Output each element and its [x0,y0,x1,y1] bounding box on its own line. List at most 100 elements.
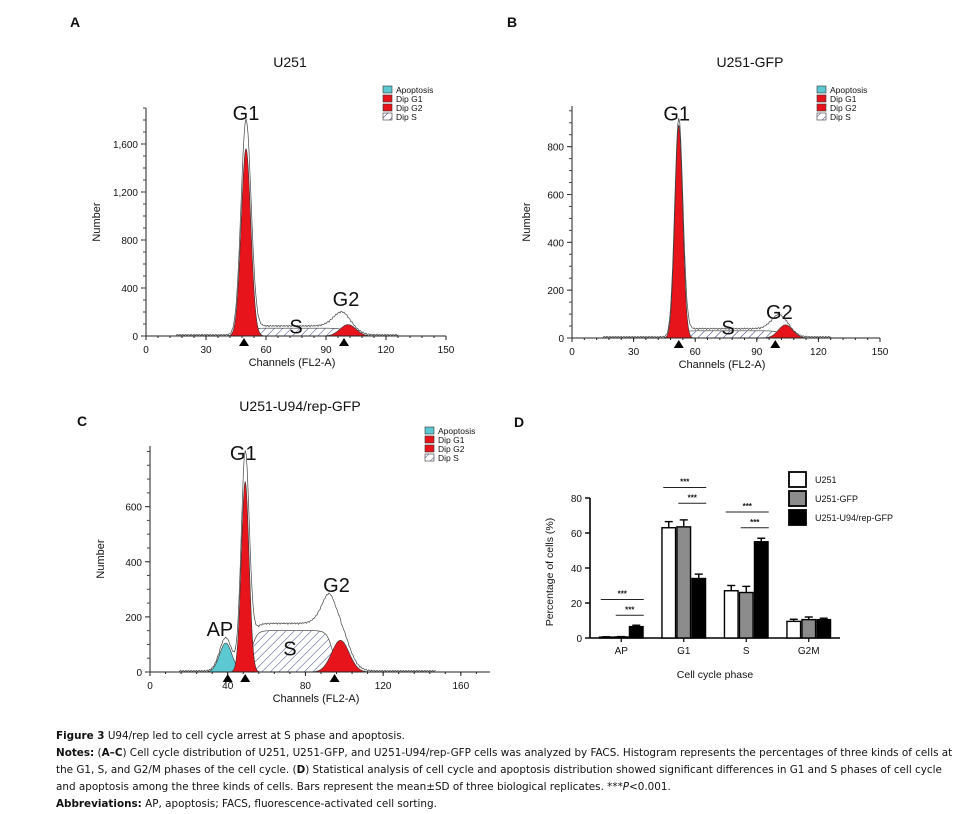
panel-a-letter: A [70,14,81,30]
legend-label: Dip S [438,453,459,463]
notes-text: <0.001. [629,781,671,793]
caption-notes: Notes: (A–C) Cell cycle distribution of … [56,745,956,796]
abbrev-text: AP, apoptosis; FACS, fluorescence-activa… [145,798,437,810]
phase-annotation: G2 [323,575,350,597]
gate-marker-icon [222,674,233,682]
x-tick-label: 0 [143,345,149,356]
x-tick-label: 30 [200,345,212,356]
legend-label: Dip G2 [396,103,423,113]
x-tick-label: S [743,646,750,657]
y-tick-label: 80 [571,494,583,505]
y-tick-label: 400 [547,238,564,249]
y-axis-label: Number [95,539,107,578]
g1-peak [226,148,265,337]
y-axis-label: Number [91,202,103,241]
legend-label: Dip S [830,112,851,122]
legend-swatch [382,94,393,103]
x-tick-label: 80 [300,681,312,692]
notes-p: P [622,781,630,793]
legend-swatch [424,453,435,462]
x-tick-label: 120 [378,345,395,356]
bar [801,618,817,639]
phase-annotation: AP [207,619,234,641]
significance-label: *** [618,590,628,599]
legend-swatch [382,85,393,94]
notes-d: D [296,764,306,776]
legend-label: Apoptosis [830,85,867,95]
figure-label: Figure 3 [56,730,105,742]
bar [738,591,754,639]
x-tick-label: 0 [147,681,153,692]
y-tick-label: 200 [547,286,564,297]
bar [691,577,707,639]
y-tick-label: 600 [547,190,564,201]
x-tick-label: 0 [569,347,575,358]
x-axis-label: Channels (FL2-A) [249,357,336,369]
x-tick-label: AP [615,646,629,657]
phase-annotation: G2 [333,289,360,311]
legend-label: Dip G2 [830,103,857,113]
x-tick-label: 90 [320,345,332,356]
x-tick-label: G1 [677,646,691,657]
gate-marker-icon [339,338,349,346]
y-axis-label: Number [521,202,533,241]
panel-b-letter: B [507,14,518,30]
raw-histogram-line [178,450,436,673]
legend-swatch [382,112,393,121]
y-axis-label: Percentage of cells (%) [544,518,556,627]
y-tick-label: 400 [125,558,142,569]
bar [723,590,739,639]
legend-label: U251-U94/rep-GFP [815,513,893,523]
caption-abbreviations: Abbreviations: AP, apoptosis; FACS, fluo… [56,796,956,813]
significance-label: *** [680,478,690,487]
y-tick-label: 600 [125,503,142,514]
y-tick-label: 200 [125,613,142,624]
legend-label: Dip G2 [438,444,465,454]
x-tick-label: 60 [260,345,272,356]
panel-b-title: U251-GFP [716,54,784,70]
significance-label: *** [743,502,753,511]
legend-swatch [816,103,827,112]
phase-annotation: G1 [663,103,690,125]
panel-c-title: U251-U94/rep-GFP [239,398,361,414]
legend-swatch [788,509,807,526]
g1-peak [663,124,695,339]
legend-swatch [424,426,435,435]
notes-text: ) Statistical analysis of cell cycle and… [56,764,942,793]
bar [816,618,832,639]
g2-peak [305,640,376,673]
bar [786,620,802,639]
caption-title-line: Figure 3 U94/rep led to cell cycle arres… [56,728,956,745]
phase-annotation: G2 [766,302,793,324]
legend-label: Apoptosis [396,85,433,95]
gate-marker-icon [240,674,251,682]
y-tick-label: 20 [571,599,583,610]
legend-label: U251-GFP [815,494,858,504]
notes-text: ( [97,747,102,759]
x-tick-label: G2M [798,646,820,657]
y-tick-label: 800 [547,143,564,154]
legend-swatch [816,85,827,94]
y-tick-label: 60 [571,529,583,540]
legend-label: Apoptosis [438,426,475,436]
gate-marker-icon [329,674,340,682]
x-tick-label: 150 [438,345,455,356]
y-tick-label: 1,600 [113,140,138,151]
figure-caption: Figure 3 U94/rep led to cell cycle arres… [56,728,956,813]
legend-swatch [816,94,827,103]
raw-histogram-line [602,118,831,339]
bar [598,636,614,639]
bar [628,625,644,639]
y-tick-label: 0 [558,334,564,345]
significance-label: *** [625,605,635,614]
x-tick-label: 150 [872,347,889,358]
x-axis-label: Channels (FL2-A) [273,693,360,705]
legend-swatch [788,471,807,488]
bar [613,636,629,639]
legend-swatch [424,444,435,453]
bar [753,541,769,639]
phase-annotation: S [721,317,734,339]
